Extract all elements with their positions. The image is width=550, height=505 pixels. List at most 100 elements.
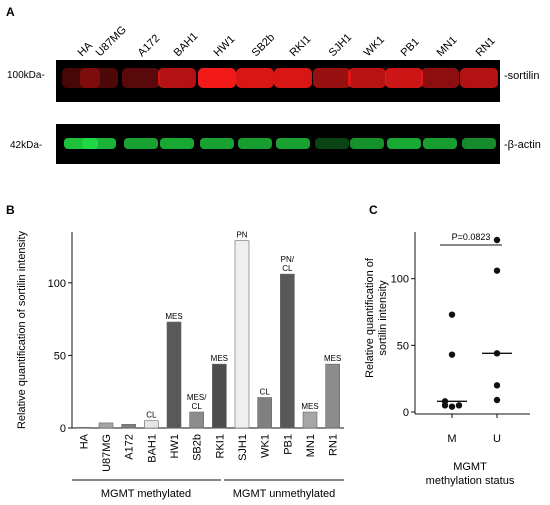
bar-label: CL	[192, 402, 203, 411]
bar	[76, 426, 91, 429]
data-point	[448, 311, 456, 318]
panel-c-label: C	[369, 203, 378, 217]
lane-label: A172	[136, 32, 163, 59]
bar-chart: 0 50 100 Relative quantification of sortili…	[16, 230, 344, 472]
sortilin-band	[385, 68, 423, 88]
data-point	[493, 267, 501, 274]
panel-c: C 0 50 100 Relative quantification of sortil…	[364, 203, 530, 487]
panel-b: B 0 50 100 Relative quantification of sorti…	[6, 203, 344, 500]
sortilin-band	[62, 68, 100, 88]
bar-label: CL	[282, 264, 293, 273]
actin-bands	[64, 138, 496, 149]
group-unmethylated-label: MGMT unmethylated	[233, 488, 336, 500]
x-tick-label: M	[447, 433, 456, 445]
panel-a-label: A	[6, 5, 15, 19]
lane-label: RN1	[474, 35, 498, 59]
x-tick-label: MN1	[305, 434, 317, 457]
sortilin-target-label: -sortilin	[504, 70, 539, 82]
sortilin-band	[158, 68, 196, 88]
y-tick-label: 100	[48, 278, 66, 290]
y-tick-label: 50	[397, 340, 409, 352]
lane-label: RKI1	[288, 33, 314, 59]
actin-band	[423, 138, 457, 149]
bar	[234, 240, 250, 429]
x-tick-label: U87MG	[101, 434, 113, 472]
scatter-chart: 0 50 100 Relative quantification of sortilin…	[364, 232, 530, 445]
data-point	[493, 236, 501, 244]
bar-label: MES	[301, 402, 318, 411]
lane-label: HW1	[212, 33, 238, 59]
data-point	[493, 396, 501, 404]
x-tick-label: A172	[124, 434, 136, 460]
lane-label: SB2b	[250, 32, 278, 60]
actin-band	[200, 138, 234, 149]
y-axis-title: Relative quantification of sortilin inte…	[16, 230, 28, 429]
bar	[166, 321, 182, 429]
bar	[189, 411, 204, 429]
lane-label: MN1	[435, 34, 460, 59]
sortilin-marker-label: 100kDa-	[7, 70, 45, 81]
y-axis-title-line2: sortilin intensity	[377, 280, 389, 356]
actin-band	[462, 138, 496, 149]
sortilin-band	[460, 68, 498, 88]
sortilin-band	[421, 68, 459, 88]
x-tick-label: U	[493, 433, 501, 445]
sortilin-band	[348, 68, 386, 88]
y-tick-label: 100	[391, 274, 409, 286]
bar-label: MES	[165, 312, 182, 321]
actin-band	[276, 138, 310, 149]
x-axis-title-line1: MGMT	[453, 461, 487, 473]
y-tick-label: 50	[54, 350, 66, 362]
x-tick-label: HW1	[169, 434, 181, 458]
data-point	[455, 402, 463, 409]
bar	[212, 363, 227, 429]
sortilin-band	[274, 68, 312, 88]
x-tick-label: RKI1	[214, 434, 226, 458]
bar	[280, 273, 295, 429]
bar	[325, 363, 340, 429]
actin-band	[238, 138, 272, 149]
actin-band	[315, 138, 349, 149]
data-point	[448, 351, 456, 358]
actin-band	[160, 138, 194, 149]
sortilin-band	[122, 68, 160, 88]
sortilin-band	[198, 68, 236, 88]
bar	[302, 411, 318, 429]
actin-marker-label: 42kDa-	[10, 140, 42, 151]
actin-target-label: -β-actin	[504, 139, 541, 151]
bar-label: CL	[260, 388, 271, 397]
bar-label: MES	[324, 354, 341, 363]
pvalue-label: P=0.0823	[452, 232, 491, 242]
bar-label: CL	[146, 411, 157, 420]
lane-label: U87MG	[94, 24, 129, 59]
x-tick-label: SB2b	[192, 434, 204, 461]
sortilin-band	[80, 68, 118, 88]
bar-label: PN/	[281, 255, 295, 264]
sortilin-bands	[62, 68, 498, 88]
lane-label: SJH1	[327, 32, 355, 60]
data-point	[448, 403, 456, 410]
lane-label: WK1	[362, 34, 387, 59]
bar-label: PN	[236, 231, 247, 240]
x-tick-label: HA	[78, 433, 90, 449]
x-tick-label: WK1	[260, 434, 272, 458]
x-tick-label: PB1	[282, 434, 294, 455]
lane-label: BAH1	[172, 30, 201, 59]
bar-label: MES	[211, 354, 228, 363]
panel-b-label: B	[6, 203, 15, 217]
actin-band	[124, 138, 158, 149]
group-methylated-label: MGMT methylated	[101, 488, 191, 500]
y-tick-label: 0	[60, 423, 66, 435]
y-tick-label: 0	[403, 407, 409, 419]
x-tick-label: SJH1	[237, 434, 249, 461]
actin-band	[350, 138, 384, 149]
data-point	[493, 382, 501, 389]
lane-label: PB1	[399, 36, 422, 59]
lane-label: HA	[76, 39, 96, 59]
x-tick-label: BAH1	[146, 434, 158, 463]
bar	[257, 397, 272, 429]
sortilin-band	[313, 68, 351, 88]
bar-label: MES/	[187, 393, 207, 402]
